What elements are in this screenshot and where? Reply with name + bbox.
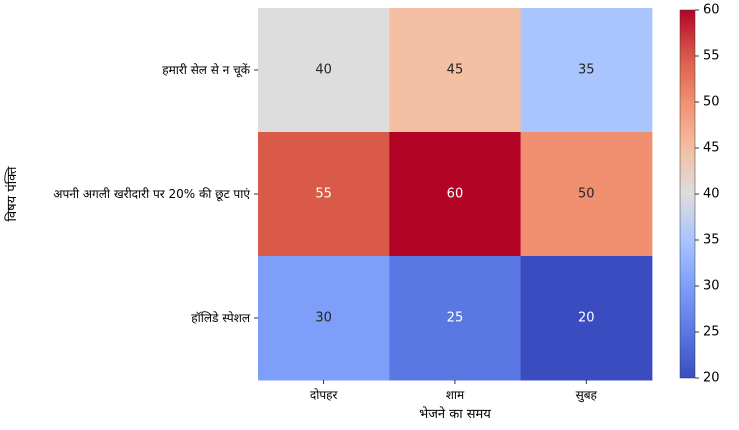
- y-tick-label: अपनी अगली खरीदारी पर 20% की छूट पाएं: [53, 187, 250, 202]
- heatmap-cells: [258, 8, 653, 381]
- heatmap-cell: [520, 8, 653, 133]
- heatmap-cell-label: 40: [315, 63, 332, 78]
- y-tick-label: हमारी सेल से न चूकें: [162, 63, 251, 78]
- heatmap-cell-label: 55: [315, 187, 332, 202]
- colorbar-tick-label: 20: [703, 371, 720, 386]
- x-axis-label: भेजने का समय: [419, 406, 491, 422]
- heatmap-cell: [520, 132, 653, 257]
- heatmap-cell-label: 30: [315, 311, 332, 326]
- heatmap-cell-label: 50: [578, 187, 595, 202]
- heatmap-cell: [258, 8, 390, 133]
- y-axis-label: विषय पंक्ति: [4, 166, 20, 222]
- x-tick-label: सुबह: [576, 388, 598, 403]
- heatmap-cell: [258, 132, 390, 257]
- heatmap-cell-label: 35: [578, 63, 595, 78]
- heatmap-cell-label: 45: [447, 63, 464, 78]
- colorbar: [679, 9, 696, 379]
- heatmap-cell: [389, 132, 522, 257]
- colorbar-tick-label: 25: [703, 325, 720, 340]
- heatmap-annotations: 40 45 35 55 60 50 30 25 20: [315, 63, 594, 326]
- colorbar-tick-label: 50: [703, 95, 720, 110]
- y-tick-label: हॉलिडे स्पेशल: [191, 311, 251, 325]
- colorbar-tick-label: 30: [703, 279, 720, 294]
- colorbar-tick-label: 55: [703, 49, 720, 64]
- heatmap-cell: [389, 256, 522, 381]
- colorbar-tick-label: 35: [703, 233, 720, 248]
- heatmap-cell: [258, 256, 390, 381]
- colorbar-tick-label: 60: [703, 3, 720, 18]
- y-axis-ticks: हमारी सेल से न चूकें अपनी अगली खरीदारी पर…: [53, 63, 258, 325]
- heatmap-cell-label: 60: [447, 187, 464, 202]
- x-tick-label: शाम: [446, 388, 465, 402]
- heatmap-cell-label: 20: [578, 311, 595, 326]
- heatmap-cell: [389, 8, 522, 133]
- heatmap-cell-label: 25: [447, 311, 464, 326]
- colorbar-ticks: 20 25 30 35 40 45 50 55 60: [695, 3, 720, 386]
- colorbar-tick-label: 45: [703, 141, 720, 156]
- heatmap-cell: [520, 256, 653, 381]
- colorbar-tick-label: 40: [703, 187, 720, 202]
- x-tick-label: दोपहर: [310, 388, 339, 402]
- x-axis-ticks: दोपहर शाम सुबह: [310, 380, 598, 403]
